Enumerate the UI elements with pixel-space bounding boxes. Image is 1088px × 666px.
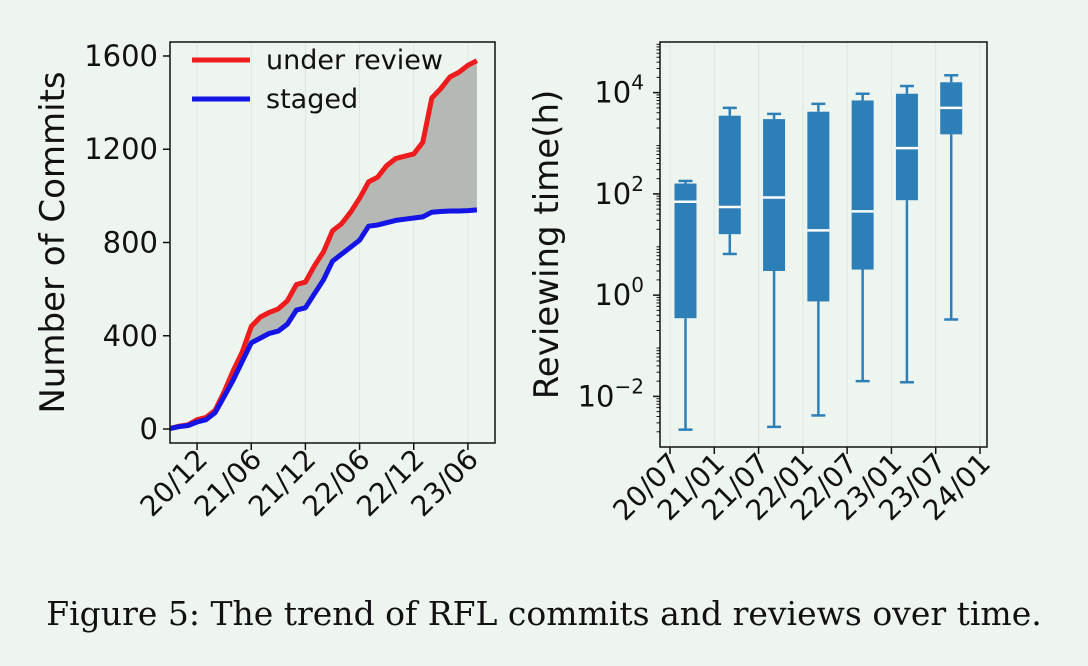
- y-tick-label: 0: [140, 412, 158, 446]
- commits-trend-chart: 04008001200160020/1221/0621/1222/0622/12…: [33, 39, 496, 523]
- y-tick-base: 10: [594, 76, 631, 110]
- box-2: [718, 106, 741, 256]
- y-tick-label: 800: [103, 226, 158, 260]
- box-4: [807, 102, 830, 417]
- y-tick-label: 400: [103, 319, 158, 353]
- y-tick-base: 10: [594, 278, 631, 312]
- y-tick-exponent: −2: [615, 374, 644, 398]
- y-tick-base: 10: [578, 379, 615, 413]
- box-1: [674, 179, 697, 431]
- y-tick-base: 10: [594, 177, 631, 211]
- y-axis-label: Reviewing time(h): [527, 90, 567, 400]
- legend-label: under review: [266, 45, 443, 76]
- box-body: [674, 183, 697, 319]
- y-tick-exponent: 2: [631, 172, 644, 196]
- legend: under review staged: [192, 45, 443, 115]
- staged-line: [169, 207, 478, 431]
- box-5: [851, 92, 874, 383]
- y-tick-label: 104: [594, 71, 644, 110]
- y-tick-exponent: 0: [631, 273, 644, 297]
- figure-caption: Figure 5: The trend of RFL commits and r…: [46, 594, 1042, 633]
- gap-fill-area: [170, 60, 477, 429]
- y-tick-label: 10−2: [578, 374, 644, 413]
- box-body: [851, 100, 874, 270]
- y-axis-label: Number of Commits: [33, 71, 73, 413]
- y-tick-label: 1200: [84, 132, 158, 166]
- y-tick-label: 1600: [84, 39, 158, 73]
- y-tick-exponent: 4: [631, 71, 644, 95]
- box-body: [718, 115, 741, 235]
- box-3: [763, 112, 786, 429]
- y-tick-label: 102: [594, 172, 644, 211]
- reviewing-time-boxplot: 10−210010210420/0721/0121/0722/0122/0723…: [527, 41, 997, 527]
- y-tick-label: 100: [594, 273, 644, 312]
- box-body: [763, 119, 786, 271]
- plot-frame: [659, 41, 988, 448]
- box-6: [895, 84, 918, 384]
- legend-label: staged: [266, 84, 358, 115]
- box-body: [807, 111, 830, 302]
- box-7: [940, 74, 963, 321]
